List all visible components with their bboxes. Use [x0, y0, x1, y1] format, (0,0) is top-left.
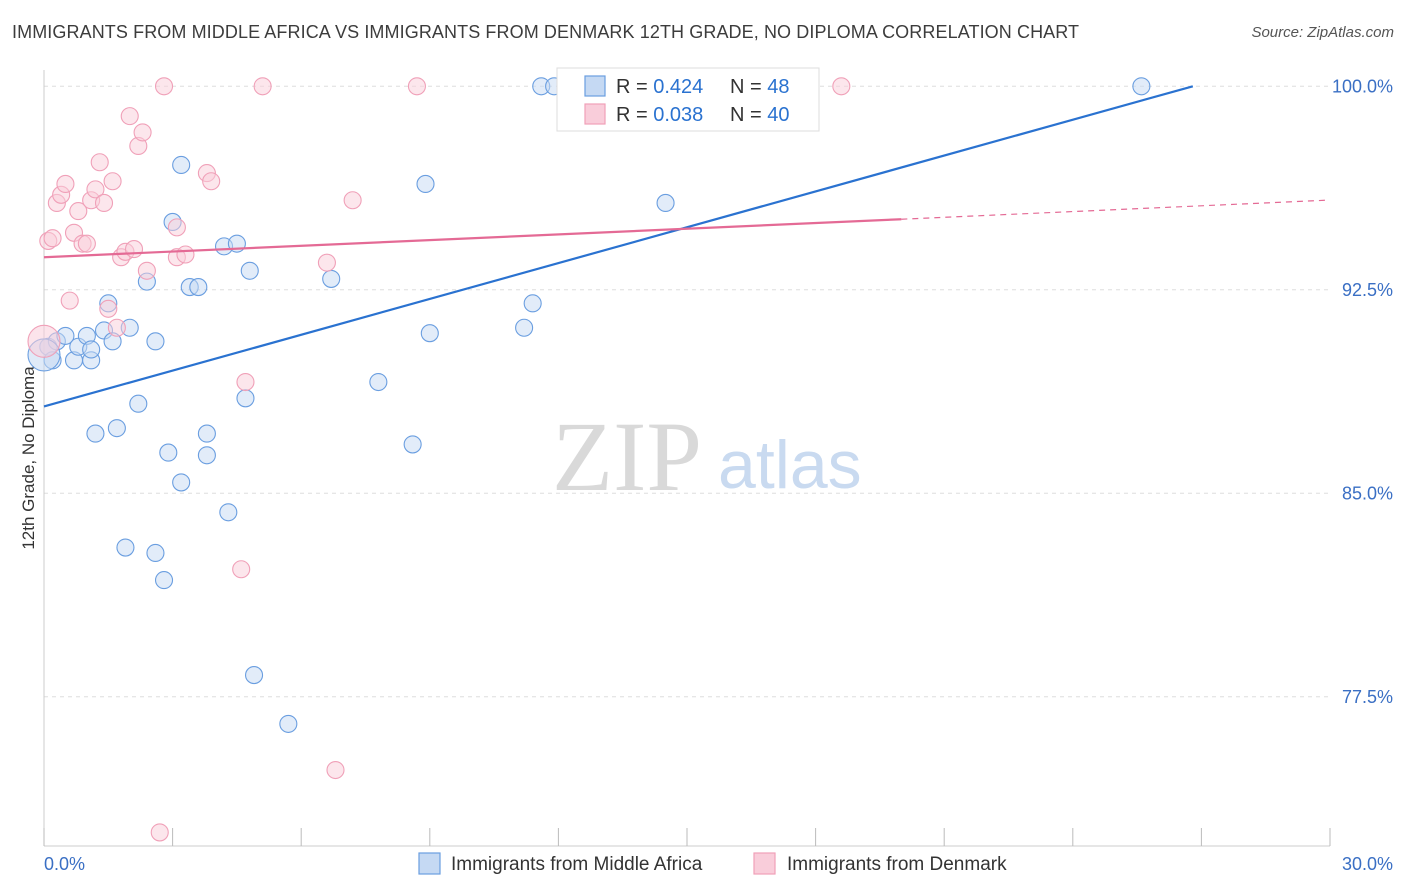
data-point	[403, 435, 422, 454]
data-point	[232, 560, 251, 579]
data-point	[146, 543, 165, 563]
legend-n-label-1: N =	[730, 76, 767, 98]
data-point	[56, 174, 75, 194]
data-point	[124, 240, 144, 259]
x-tick-label-max: 30.0%	[1342, 854, 1393, 874]
data-point	[322, 269, 341, 288]
legend-row-1: R = 0.424	[616, 76, 703, 98]
data-point	[197, 424, 216, 443]
bottom-legend: Immigrants from Middle Africa Immigrants…	[418, 852, 1007, 875]
data-point	[407, 77, 426, 96]
x-ticks	[43, 828, 1331, 846]
data-point	[77, 234, 96, 253]
data-point	[253, 77, 272, 96]
data-point	[43, 229, 62, 248]
data-point	[99, 299, 118, 318]
data-point	[82, 340, 101, 359]
bottom-legend-swatch-denmark	[753, 852, 776, 875]
bottom-legend-label-middle-africa: Immigrants from Middle Africa	[451, 854, 703, 875]
watermark-zip: ZIP	[552, 401, 702, 512]
data-point	[120, 107, 139, 126]
bottom-legend-label-denmark: Immigrants from Denmark	[787, 854, 1007, 875]
data-point	[202, 172, 221, 191]
data-point	[107, 318, 126, 337]
data-point	[189, 278, 208, 297]
data-point	[326, 760, 345, 780]
gridlines	[44, 85, 1330, 698]
bottom-legend-swatch-middle-africa	[418, 852, 441, 875]
data-point	[343, 191, 362, 210]
data-point	[137, 261, 156, 280]
chart-title: IMMIGRANTS FROM MIDDLE AFRICA VS IMMIGRA…	[12, 22, 1080, 42]
data-point	[94, 193, 114, 213]
data-point	[523, 294, 542, 313]
trend-line-0	[43, 85, 1194, 408]
data-point	[86, 424, 105, 443]
y-tick-label: 100.0%	[1332, 76, 1393, 96]
legend-swatch-middle-africa	[584, 75, 606, 97]
data-point	[167, 218, 186, 237]
trend-lines	[43, 85, 1326, 408]
data-point	[60, 291, 79, 310]
data-point	[656, 193, 675, 213]
data-point	[369, 372, 388, 392]
data-point	[236, 372, 255, 392]
data-point	[129, 394, 148, 413]
data-point	[27, 324, 61, 358]
data-point	[107, 419, 126, 438]
legend-n-row-1: N = 48	[730, 76, 790, 98]
y-axis-label: 12th Grade, No Diploma	[19, 366, 38, 550]
series-points	[27, 77, 1151, 842]
data-point	[515, 318, 534, 337]
data-point	[279, 714, 298, 733]
data-point	[176, 245, 195, 264]
data-point	[154, 571, 174, 590]
data-point	[103, 172, 122, 191]
data-point	[154, 77, 174, 96]
y-tick-label: 92.5%	[1342, 280, 1393, 300]
legend-r-value-2: 0.038	[653, 104, 703, 126]
chart-source: Source: ZipAtlas.com	[1251, 24, 1394, 41]
legend-n-row-2: N = 40	[730, 104, 790, 126]
data-point	[150, 823, 169, 842]
legend-r-value-1: 0.424	[653, 76, 703, 98]
data-point	[240, 261, 259, 280]
data-point	[832, 77, 851, 96]
legend-swatch-denmark	[584, 103, 606, 125]
y-tick-label: 85.0%	[1342, 483, 1393, 503]
data-point	[416, 174, 435, 194]
y-tick-labels: 100.0% 92.5% 85.0% 77.5%	[1332, 76, 1393, 706]
data-point	[86, 180, 105, 199]
legend-r-label-1: R =	[616, 76, 653, 98]
trend-line-1	[43, 218, 902, 259]
data-point	[1132, 77, 1151, 96]
legend-r-label-2: R =	[616, 104, 653, 126]
data-point	[244, 666, 264, 685]
data-point	[172, 473, 191, 492]
legend: R = 0.424 N = 48 R = 0.038 N = 40	[556, 67, 820, 132]
watermark-atlas: atlas	[718, 427, 862, 503]
data-point	[90, 153, 109, 172]
data-point	[69, 202, 88, 221]
legend-n-value-2: 40	[767, 104, 789, 126]
data-point	[116, 538, 135, 557]
data-point	[172, 155, 191, 175]
data-point	[317, 253, 336, 272]
trend-line-extension-1	[901, 199, 1326, 220]
y-tick-label: 77.5%	[1342, 687, 1393, 707]
x-tick-label-min: 0.0%	[44, 854, 85, 874]
watermark: ZIP atlas	[552, 401, 862, 512]
data-point	[159, 443, 178, 462]
legend-n-value-1: 48	[767, 76, 789, 98]
legend-row-2: R = 0.038	[616, 104, 703, 126]
data-point	[420, 324, 439, 343]
data-point	[133, 123, 152, 142]
data-point	[146, 332, 165, 351]
data-point	[236, 389, 255, 408]
legend-n-label-2: N =	[730, 104, 767, 126]
data-point	[219, 503, 238, 522]
data-point	[197, 446, 216, 465]
